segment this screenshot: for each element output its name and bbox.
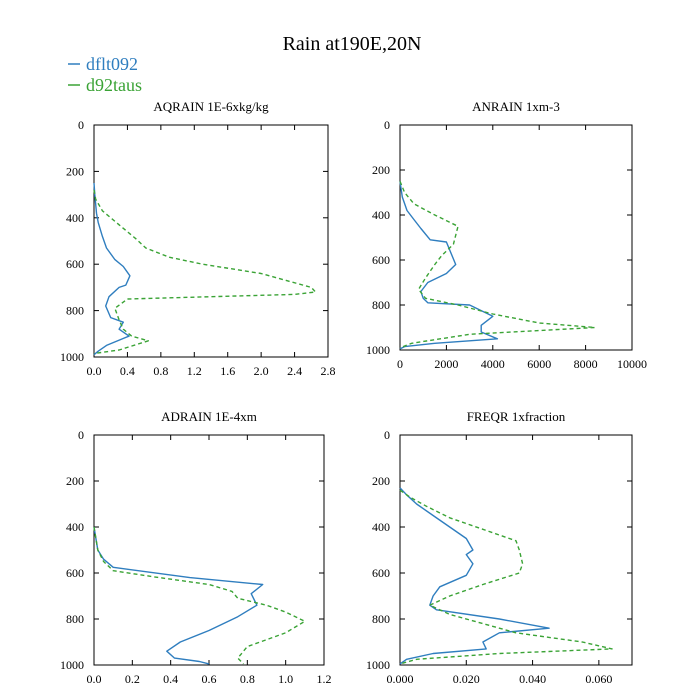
legend-label-dflt092: dflt092 — [86, 54, 138, 74]
x-tick-label: 0.000 — [387, 672, 414, 686]
x-tick-label: 2.0 — [254, 364, 269, 378]
legend: dflt092 d92taus — [68, 54, 142, 95]
x-tick-label: 0 — [397, 357, 403, 371]
x-tick-label: 2.4 — [287, 364, 302, 378]
legend-label-d92taus: d92taus — [86, 75, 142, 95]
chart-panel-3: ADRAIN 1E-4xm 0.0 0.2 0.4 0.6 0.8 1.0 1.2 0 200 40… — [60, 409, 332, 686]
y-tick-label: 1000 — [60, 658, 84, 672]
x-tick-label: 0.020 — [453, 672, 480, 686]
y-tick-label: 800 — [372, 612, 390, 626]
series-line-dflt092 — [93, 182, 131, 356]
chart-panel-1: AQRAIN 1E-6xkg/kg 0.0 0.4 0.8 1.2 1.6 2.0 2.4 2.… — [60, 99, 336, 378]
y-tick-label: 200 — [372, 474, 390, 488]
x-tick-label: 2.8 — [321, 364, 336, 378]
x-tick-label: 0.2 — [125, 672, 140, 686]
series-line-d92taus — [399, 489, 613, 665]
x-tick-label: 0.0 — [87, 364, 102, 378]
y-tick-label: 1000 — [366, 658, 390, 672]
panel-title: ANRAIN 1xm-3 — [472, 99, 560, 114]
y-tick-label: 400 — [66, 211, 84, 225]
plot-frame — [93, 124, 329, 358]
y-tick-label: 0 — [78, 428, 84, 442]
y-tick-label: 1000 — [366, 343, 390, 357]
y-tick-label: 400 — [372, 520, 390, 534]
series-line-dflt092 — [93, 526, 264, 665]
y-tick-label: 1000 — [60, 350, 84, 364]
x-tick-label: 0.4 — [163, 672, 178, 686]
x-tick-label: 0.0 — [87, 672, 102, 686]
panel-title: ADRAIN 1E-4xm — [161, 409, 257, 424]
series-line-d92taus — [93, 526, 306, 665]
chart-panels: AQRAIN 1E-6xkg/kg 0.0 0.4 0.8 1.2 1.6 2.0 2.4 2.… — [60, 99, 647, 686]
chart-panel-2: ANRAIN 1xm-3 0 2000 4000 6000 8000 10000 0 200 40… — [366, 99, 647, 371]
y-tick-label: 800 — [66, 304, 84, 318]
panel-title: FREQR 1xfraction — [467, 409, 566, 424]
series-line-d92taus — [399, 181, 596, 349]
y-tick-label: 200 — [66, 164, 84, 178]
series-line-dflt092 — [399, 487, 550, 665]
x-tick-label: 1.2 — [317, 672, 332, 686]
plot-frame — [399, 124, 633, 351]
y-tick-label: 200 — [66, 474, 84, 488]
x-tick-label: 0.060 — [585, 672, 612, 686]
chart-panel-4: FREQR 1xfraction 0.000 0.020 0.040 0.060 0 200… — [366, 409, 633, 686]
x-tick-label: 0.8 — [153, 364, 168, 378]
x-tick-label: 0.6 — [202, 672, 217, 686]
panel-title: AQRAIN 1E-6xkg/kg — [153, 99, 269, 114]
x-tick-label: 1.0 — [278, 672, 293, 686]
y-tick-label: 600 — [372, 566, 390, 580]
y-tick-label: 600 — [66, 257, 84, 271]
x-tick-label: 0.040 — [519, 672, 546, 686]
figure-title: Rain at190E,20N — [283, 33, 422, 55]
y-tick-label: 800 — [372, 298, 390, 312]
y-tick-label: 400 — [372, 208, 390, 222]
plot-frame — [399, 434, 633, 666]
series-line-dflt092 — [399, 181, 499, 350]
y-tick-label: 0 — [78, 118, 84, 132]
x-tick-label: 1.6 — [220, 364, 235, 378]
x-tick-label: 0.4 — [120, 364, 135, 378]
x-tick-label: 4000 — [481, 357, 505, 371]
y-tick-label: 600 — [372, 253, 390, 267]
x-tick-label: 0.8 — [240, 672, 255, 686]
x-tick-label: 2000 — [434, 357, 458, 371]
x-tick-label: 10000 — [617, 357, 647, 371]
y-tick-label: 800 — [66, 612, 84, 626]
x-tick-label: 8000 — [574, 357, 598, 371]
y-tick-label: 600 — [66, 566, 84, 580]
y-tick-label: 200 — [372, 163, 390, 177]
y-tick-label: 400 — [66, 520, 84, 534]
y-tick-label: 0 — [384, 428, 390, 442]
y-tick-label: 0 — [384, 118, 390, 132]
x-tick-label: 6000 — [527, 357, 551, 371]
x-tick-label: 1.2 — [187, 364, 202, 378]
series-line-d92taus — [93, 189, 317, 355]
